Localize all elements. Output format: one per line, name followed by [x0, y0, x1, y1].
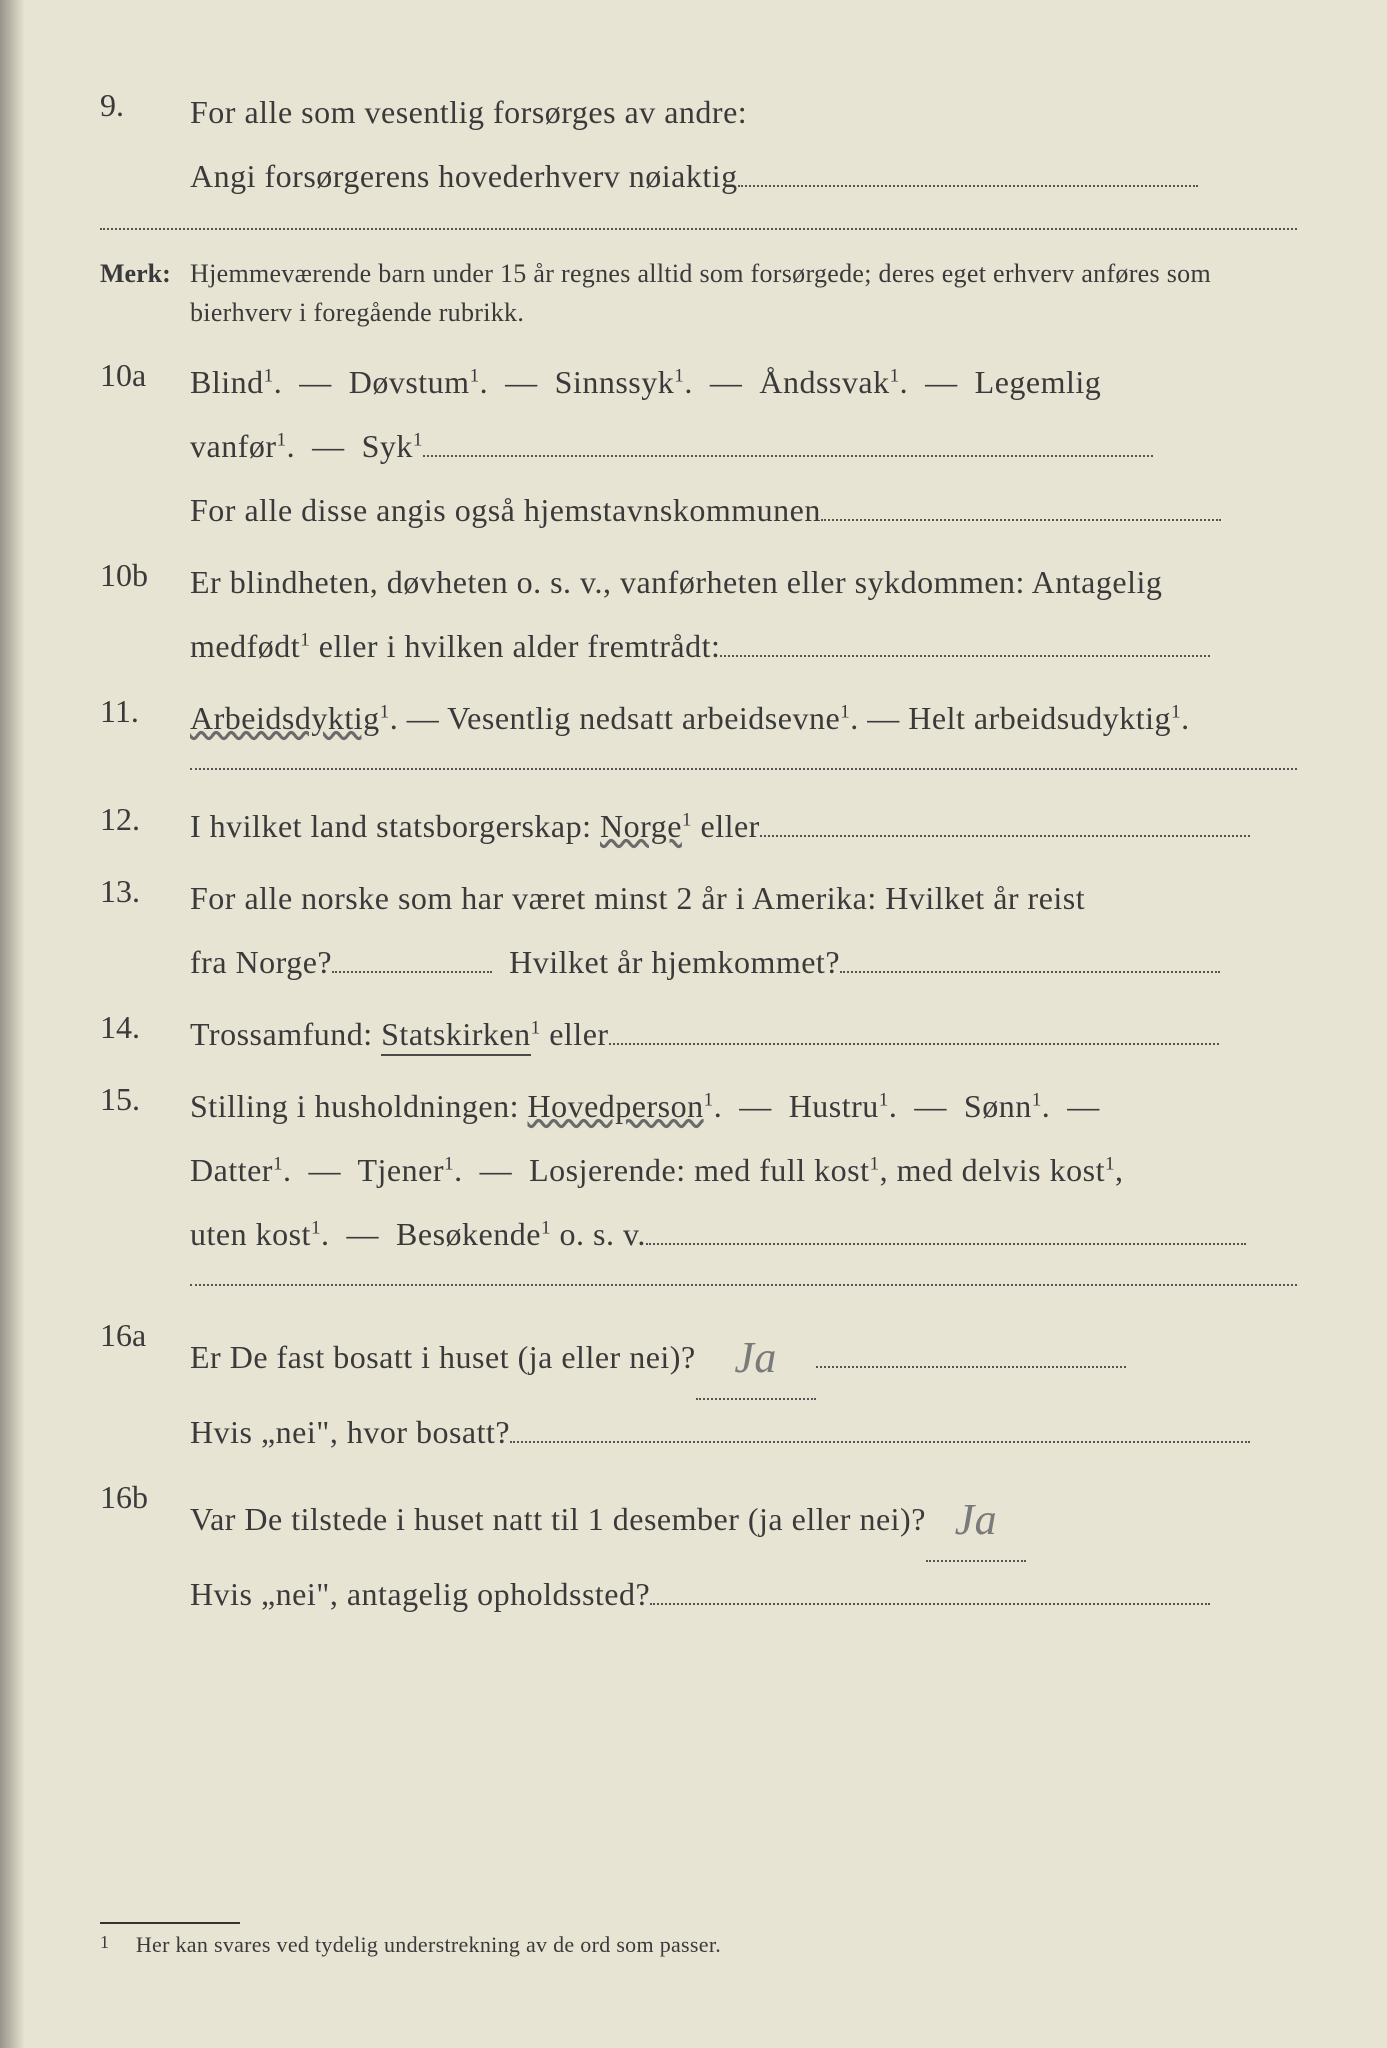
- q16a-line2: Hvis „nei", hvor bosatt?: [190, 1414, 510, 1450]
- question-13: 13. For alle norske som har været minst …: [100, 866, 1297, 994]
- q15-content: Stilling i husholdningen: Hovedperson1. …: [190, 1074, 1297, 1266]
- q14-blank[interactable]: [609, 1043, 1219, 1045]
- q16a-number: 16a: [100, 1310, 190, 1361]
- q12-blank[interactable]: [760, 835, 1250, 837]
- q16b-line1: Var De tilstede i huset natt til 1 desem…: [190, 1501, 926, 1537]
- q13-blank1[interactable]: [332, 971, 492, 973]
- q16b-line2: Hvis „nei", antagelig opholdssted?: [190, 1576, 650, 1612]
- q9-number: 9.: [100, 80, 190, 131]
- q9-line1: For alle som vesentlig forsørges av andr…: [190, 94, 747, 130]
- q16a-blank1[interactable]: [816, 1366, 1126, 1368]
- q10a-sinnssyk: Sinnssyk: [555, 364, 675, 400]
- q16a-answer: Ja: [734, 1333, 777, 1382]
- q14-statskirken: Statskirken: [381, 1016, 530, 1056]
- q15-blank[interactable]: [646, 1243, 1246, 1245]
- q10a-vanfor: vanfør: [190, 428, 277, 464]
- q16b-answer-field[interactable]: Ja: [926, 1472, 1026, 1562]
- q11-udyktig: Helt arbeidsudyktig: [908, 700, 1171, 736]
- q10b-blank[interactable]: [720, 655, 1210, 657]
- q11-number: 11.: [100, 686, 190, 737]
- q15-hustru: Hustru: [789, 1088, 879, 1124]
- q10a-line3: For alle disse angis også hjemstavnskomm…: [190, 492, 821, 528]
- q10b-number: 10b: [100, 550, 190, 601]
- question-16b: 16b Var De tilstede i huset natt til 1 d…: [100, 1472, 1297, 1626]
- footnote: 1 Her kan svares ved tydelig understrekn…: [100, 1932, 1297, 1958]
- q10a-content: Blind1. — Døvstum1. — Sinnssyk1. — Åndss…: [190, 350, 1297, 542]
- q9-content: For alle som vesentlig forsørges av andr…: [190, 80, 1297, 208]
- merk-note: Merk: Hjemmeværende barn under 15 år reg…: [100, 254, 1297, 332]
- q13-line2b: Hvilket år hjemkommet?: [509, 944, 840, 980]
- q16b-content: Var De tilstede i huset natt til 1 desem…: [190, 1472, 1297, 1626]
- q12-number: 12.: [100, 794, 190, 845]
- q16b-blank[interactable]: [650, 1603, 1210, 1605]
- question-12: 12. I hvilket land statsborgerskap: Norg…: [100, 794, 1297, 858]
- q15-datter: Datter: [190, 1152, 273, 1188]
- q16a-answer-field[interactable]: Ja: [696, 1310, 816, 1400]
- question-16a: 16a Er De fast bosatt i huset (ja eller …: [100, 1310, 1297, 1464]
- q16a-content: Er De fast bosatt i huset (ja eller nei)…: [190, 1310, 1297, 1464]
- q13-blank2[interactable]: [840, 971, 1220, 973]
- footnote-block: 1 Her kan svares ved tydelig understrekn…: [100, 1922, 1297, 1958]
- q12-a: I hvilket land statsborgerskap:: [190, 808, 600, 844]
- q16b-number: 16b: [100, 1472, 190, 1523]
- q10a-number: 10a: [100, 350, 190, 401]
- q15-number: 15.: [100, 1074, 190, 1125]
- merk-text: Hjemmeværende barn under 15 år regnes al…: [190, 254, 1297, 332]
- q13-line1: For alle norske som har været minst 2 år…: [190, 880, 1085, 916]
- q15-a: Stilling i husholdningen:: [190, 1088, 527, 1124]
- q13-line2a: fra Norge?: [190, 944, 332, 980]
- q16a-blank2[interactable]: [510, 1441, 1250, 1443]
- document-page: 9. For alle som vesentlig forsørges av a…: [0, 0, 1387, 2048]
- q10a-dovstum: Døvstum: [349, 364, 470, 400]
- q15-sonn: Sønn: [964, 1088, 1032, 1124]
- q14-c: eller: [541, 1016, 609, 1052]
- q9-blank[interactable]: [738, 185, 1198, 187]
- footnote-text: Her kan svares ved tydelig understreknin…: [136, 1932, 721, 1957]
- q15-hovedperson: Hovedperson: [527, 1088, 703, 1124]
- q11-content: Arbeidsdyktig1. — Vesentlig nedsatt arbe…: [190, 686, 1297, 750]
- question-10a: 10a Blind1. — Døvstum1. — Sinnssyk1. — Å…: [100, 350, 1297, 542]
- q9-line2: Angi forsørgerens hovederhverv nøiaktig: [190, 158, 738, 194]
- divider-3: [190, 1284, 1297, 1286]
- q16b-answer: Ja: [955, 1495, 998, 1544]
- footnote-num: 1: [100, 1932, 130, 1953]
- q10a-blank1[interactable]: [423, 455, 1153, 457]
- q10a-blind: Blind: [190, 364, 264, 400]
- q14-content: Trossamfund: Statskirken1 eller: [190, 1002, 1297, 1066]
- question-10b: 10b Er blindheten, døvheten o. s. v., va…: [100, 550, 1297, 678]
- q10b-medfodt: medfødt: [190, 628, 300, 664]
- q15-besokende: Besøkende: [396, 1216, 541, 1252]
- footnote-rule: [100, 1922, 240, 1924]
- divider-1: [100, 228, 1297, 230]
- q10b-content: Er blindheten, døvheten o. s. v., vanfør…: [190, 550, 1297, 678]
- q15-losjerende: Losjerende: med full kost: [529, 1152, 869, 1188]
- q12-c: eller: [692, 808, 760, 844]
- q15-uten: uten kost: [190, 1216, 311, 1252]
- question-14: 14. Trossamfund: Statskirken1 eller: [100, 1002, 1297, 1066]
- q16a-line1: Er De fast bosatt i huset (ja eller nei)…: [190, 1339, 696, 1375]
- question-11: 11. Arbeidsdyktig1. — Vesentlig nedsatt …: [100, 686, 1297, 750]
- q11-nedsatt: Vesentlig nedsatt arbeidsevne: [447, 700, 840, 736]
- q15-osv: o. s. v.: [551, 1216, 646, 1252]
- q10a-blank2[interactable]: [821, 519, 1221, 521]
- q13-content: For alle norske som har været minst 2 år…: [190, 866, 1297, 994]
- question-9: 9. For alle som vesentlig forsørges av a…: [100, 80, 1297, 208]
- q11-arbeidsdyktig: Arbeidsdyktig: [190, 700, 380, 736]
- q12-content: I hvilket land statsborgerskap: Norge1 e…: [190, 794, 1297, 858]
- q12-norge: Norge: [600, 808, 682, 844]
- q14-number: 14.: [100, 1002, 190, 1053]
- q15-tjener: Tjener: [357, 1152, 444, 1188]
- q10b-line1: Er blindheten, døvheten o. s. v., vanfør…: [190, 564, 1162, 600]
- q10a-andssvak: Åndssvak: [759, 364, 889, 400]
- divider-2: [190, 768, 1297, 770]
- q10b-line2b: eller i hvilken alder fremtrådt:: [310, 628, 720, 664]
- q10a-legemlig: Legemlig: [975, 364, 1102, 400]
- merk-label: Merk:: [100, 254, 190, 293]
- question-15: 15. Stilling i husholdningen: Hovedperso…: [100, 1074, 1297, 1266]
- q13-number: 13.: [100, 866, 190, 917]
- q15-delvis: , med delvis kost: [880, 1152, 1105, 1188]
- q14-a: Trossamfund:: [190, 1016, 381, 1052]
- q10a-syk: Syk: [362, 428, 413, 464]
